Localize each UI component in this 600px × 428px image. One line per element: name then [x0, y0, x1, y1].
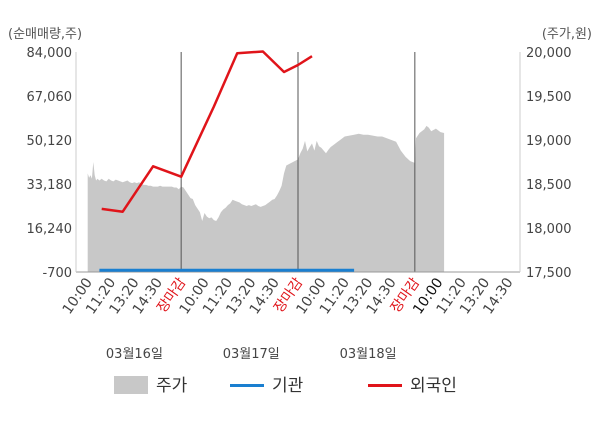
right-tick-label: 20,000	[526, 46, 572, 61]
legend-swatch-institution	[230, 384, 264, 387]
left-tick-label: 67,060	[27, 90, 73, 105]
right-tick-label: 19,000	[526, 134, 572, 149]
plot-area	[75, 50, 521, 273]
left-tick-label: 84,000	[27, 46, 73, 61]
x-axis-ticks: 10:0011:2013:2014:30장마감10:0011:2013:2014…	[60, 275, 517, 317]
date-label: 03월17일	[223, 347, 280, 362]
right-tick-label: 17,500	[526, 266, 572, 281]
price-area	[87, 125, 445, 273]
left-axis-unit-label: (순매매량,주)	[8, 27, 82, 42]
legend: 주가 기관 외국인	[114, 376, 457, 396]
series-line-foreign	[101, 50, 313, 213]
right-tick-label: 19,500	[526, 90, 572, 105]
date-label: 03월16일	[106, 347, 163, 362]
left-tick-label: 50,120	[27, 134, 73, 149]
legend-swatch-foreign	[368, 384, 402, 387]
legend-swatch-price	[114, 376, 148, 394]
legend-label-foreign: 외국인	[410, 376, 457, 396]
left-tick-label: 16,240	[27, 222, 73, 237]
x-axis-dates: 03월16일 03월17일 03월18일	[106, 347, 397, 362]
date-label: 03월18일	[340, 347, 397, 362]
left-tick-label: 33,180	[27, 178, 73, 193]
right-axis-ticks: 20,000 19,500 19,000 18,500 18,000 17,500	[526, 46, 572, 281]
right-tick-label: 18,000	[526, 222, 572, 237]
right-tick-label: 18,500	[526, 178, 572, 193]
left-tick-label: -700	[42, 266, 72, 281]
left-axis-ticks: 84,000 67,060 50,120 33,180 16,240 -700	[27, 46, 73, 281]
legend-label-price: 주가	[156, 376, 188, 396]
legend-label-institution: 기관	[272, 376, 303, 396]
right-axis-unit-label: (주가,원)	[542, 27, 592, 42]
